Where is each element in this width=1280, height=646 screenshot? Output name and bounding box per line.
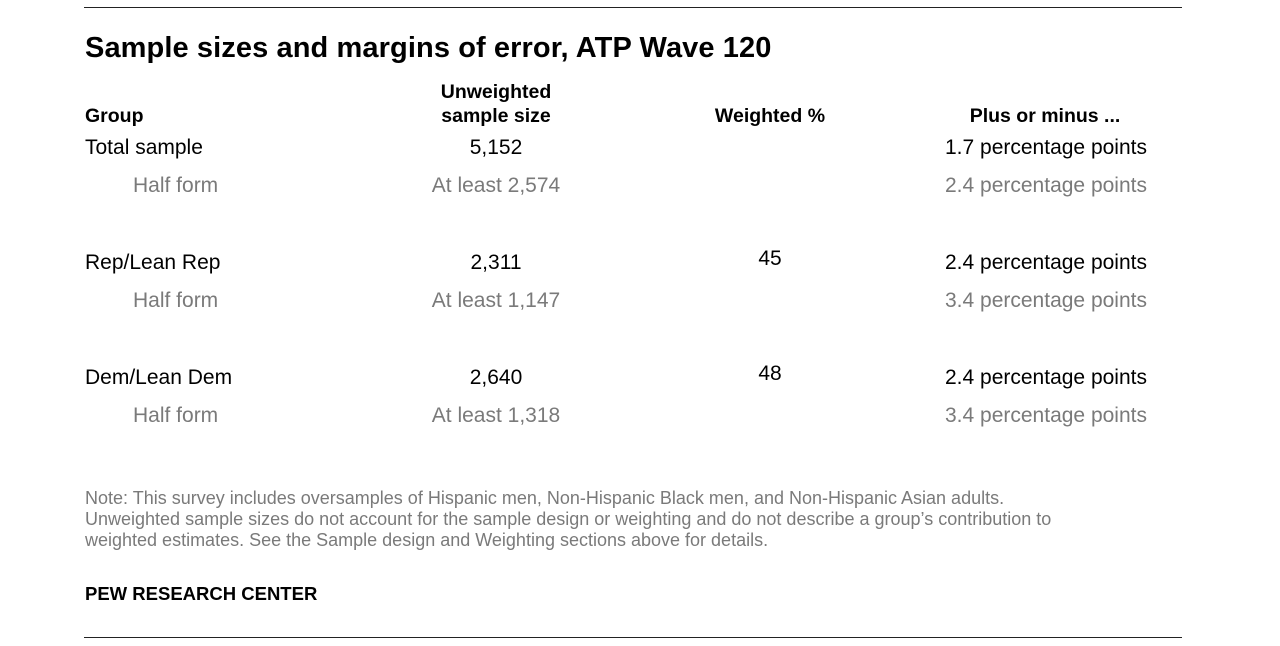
header-margin-of-error: Plus or minus ... bbox=[969, 105, 1121, 127]
table-note: Note: This survey includes oversamples o… bbox=[85, 488, 1185, 551]
note-line-2: Unweighted sample sizes do not account f… bbox=[85, 509, 1052, 529]
row-rep-lean-rep-n: 2,311 bbox=[470, 251, 522, 274]
row-total-half-form-group: Half form bbox=[133, 174, 219, 197]
source-credit: PEW RESEARCH CENTER bbox=[85, 583, 318, 604]
row-total-half-form-moe: 2.4 percentage points bbox=[945, 174, 1147, 197]
row-dem-half-form-n: At least 1,318 bbox=[431, 404, 561, 427]
header-unweighted-line2: sample size bbox=[441, 105, 551, 127]
row-total-half-form-n: At least 2,574 bbox=[431, 174, 561, 197]
row-dem-lean-dem-n: 2,640 bbox=[469, 366, 523, 389]
row-rep-lean-rep-group: Rep/Lean Rep bbox=[85, 251, 221, 274]
page-title: Sample sizes and margins of error, ATP W… bbox=[85, 32, 772, 64]
row-dem-lean-dem-group: Dem/Lean Dem bbox=[85, 366, 233, 389]
header-unweighted-line1: Unweighted bbox=[440, 81, 552, 103]
row-rep-half-form-group: Half form bbox=[133, 289, 219, 312]
note-line-3: weighted estimates. See the Sample desig… bbox=[85, 530, 769, 550]
row-total-sample-n: 5,152 bbox=[469, 136, 523, 159]
row-rep-lean-rep-moe: 2.4 percentage points bbox=[945, 251, 1147, 274]
header-weighted-percent: Weighted % bbox=[714, 105, 826, 127]
row-dem-lean-dem-moe: 2.4 percentage points bbox=[945, 366, 1147, 389]
row-rep-half-form-moe: 3.4 percentage points bbox=[945, 289, 1147, 312]
header-group: Group bbox=[85, 105, 144, 127]
row-rep-lean-rep-weighted: 45 bbox=[758, 247, 782, 270]
row-total-sample-moe: 1.7 percentage points bbox=[945, 136, 1147, 159]
row-rep-half-form-n: At least 1,147 bbox=[431, 289, 561, 312]
row-dem-half-form-moe: 3.4 percentage points bbox=[945, 404, 1147, 427]
header-unweighted-sample-size: Unweighted sample size bbox=[396, 80, 596, 128]
note-line-1: Note: This survey includes oversamples o… bbox=[85, 488, 1005, 508]
row-total-sample-group: Total sample bbox=[85, 136, 203, 159]
row-dem-lean-dem-weighted: 48 bbox=[758, 362, 782, 385]
top-rule bbox=[84, 7, 1182, 8]
row-dem-half-form-group: Half form bbox=[133, 404, 219, 427]
bottom-rule bbox=[84, 637, 1182, 638]
